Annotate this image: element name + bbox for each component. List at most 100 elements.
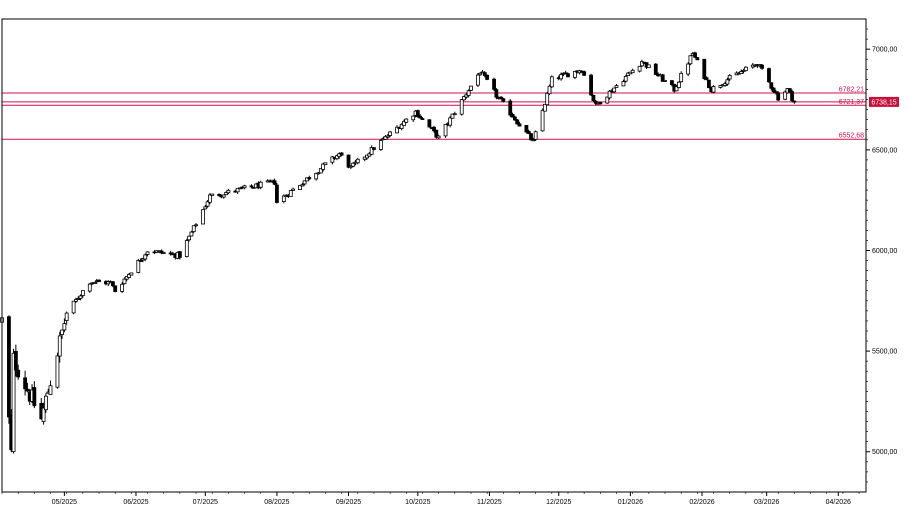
candle-body — [402, 121, 406, 126]
candle-body — [492, 78, 496, 90]
candle-body — [281, 195, 286, 202]
candle-body — [727, 75, 732, 80]
candle-body — [32, 387, 37, 407]
candle-body — [499, 96, 503, 100]
x-tick-label: 07/2025 — [193, 499, 218, 506]
candle-body — [598, 101, 603, 105]
candle-body — [653, 63, 658, 75]
candle-body — [314, 172, 319, 180]
candle-body — [23, 377, 28, 390]
level-label: 6552,68 — [839, 133, 864, 140]
candle-body — [623, 75, 628, 82]
candle-body — [670, 80, 674, 86]
candle-body — [686, 63, 691, 75]
candle-body — [718, 85, 723, 88]
candle-body — [335, 155, 339, 160]
candle-body — [25, 388, 30, 392]
candle-body — [161, 252, 166, 254]
candle-body — [771, 87, 776, 93]
candle-body — [177, 251, 182, 258]
candle-body — [787, 88, 792, 93]
candle-body — [605, 96, 610, 104]
candle-body — [693, 52, 697, 58]
candle-body — [226, 189, 231, 194]
candles — [0, 51, 797, 454]
candle-body — [466, 90, 471, 96]
candle-body — [591, 94, 596, 101]
candle-body — [540, 109, 545, 132]
candle-body — [78, 295, 83, 299]
candle-body — [210, 193, 215, 196]
candle-body — [321, 163, 326, 170]
candle-body — [566, 73, 570, 78]
candle-body — [589, 74, 593, 96]
candle-body — [688, 55, 693, 65]
candle-body — [469, 85, 473, 91]
candle-body — [48, 385, 53, 395]
candle-body — [769, 82, 774, 89]
y-tick-label: 7000,00 — [872, 47, 897, 54]
candle-body — [307, 177, 312, 180]
candle-body — [418, 115, 423, 119]
candle-body — [76, 298, 81, 300]
candle-body — [660, 74, 665, 82]
candle-body — [242, 185, 247, 189]
candle-body — [630, 69, 635, 74]
candle-body — [404, 118, 409, 123]
candle-body — [482, 72, 487, 76]
candle-body — [13, 350, 18, 371]
candle-body — [159, 250, 164, 254]
level-lines — [2, 92, 866, 140]
x-tick-label: 06/2025 — [123, 499, 148, 506]
candle-body — [448, 117, 453, 126]
candle-body — [55, 355, 60, 388]
candle-body — [790, 91, 794, 101]
candle-body — [87, 283, 92, 292]
candle-body — [43, 395, 48, 411]
x-tick-label: 08/2025 — [264, 499, 289, 506]
level-label: 6782,21 — [839, 87, 864, 94]
candle-body — [531, 139, 536, 142]
candle-body — [427, 119, 432, 128]
candle-body — [143, 254, 148, 260]
candle-body — [529, 133, 533, 141]
candle-body — [515, 119, 520, 125]
candle-body — [614, 85, 619, 88]
candle-body — [122, 278, 127, 285]
candle-body — [767, 68, 771, 83]
candle-body — [450, 113, 455, 119]
candle-body — [92, 282, 97, 284]
candle-body — [432, 126, 436, 132]
candle-body — [201, 209, 205, 225]
y-tick-label: 6000,00 — [872, 248, 897, 255]
candle-body — [573, 70, 577, 78]
candle-body — [11, 352, 16, 453]
candle-body — [249, 185, 254, 188]
plot-frame — [1, 18, 867, 493]
candle-body — [395, 126, 399, 134]
candle-body — [194, 224, 198, 227]
candle-body — [646, 64, 651, 69]
candle-body — [355, 158, 360, 164]
y-tick-label: 5500,00 — [872, 349, 897, 356]
candle-body — [399, 124, 404, 130]
candle-body — [323, 162, 328, 166]
candle-body — [475, 74, 480, 86]
candle-body — [224, 192, 228, 196]
candle-body — [420, 118, 425, 120]
candle-body — [80, 290, 85, 296]
candle-body — [524, 125, 529, 133]
candle-body — [501, 98, 506, 102]
candle-body — [372, 147, 376, 150]
candle-body — [743, 66, 748, 72]
candle-body — [71, 300, 76, 314]
candle-body — [346, 154, 351, 168]
candle-body — [517, 123, 522, 127]
candle-body — [663, 80, 667, 82]
candle-body — [776, 92, 781, 101]
candle-body — [512, 116, 517, 121]
candle-body — [545, 92, 550, 106]
candle-body — [365, 154, 369, 159]
candle-body — [318, 168, 323, 174]
